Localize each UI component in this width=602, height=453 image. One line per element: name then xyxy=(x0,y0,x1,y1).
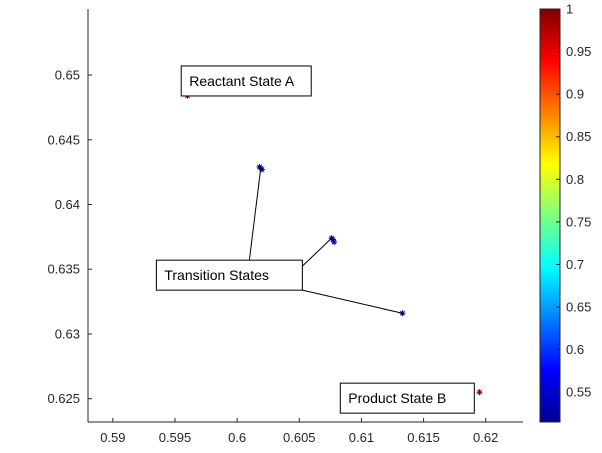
annotation-box xyxy=(180,65,312,97)
y-tick-label: 0.635 xyxy=(47,262,80,277)
x-tick-label: 0.605 xyxy=(283,430,316,445)
annotations: Reactant State A Transition States Product… xyxy=(155,65,475,414)
annotation-label: Reactant State A xyxy=(189,73,295,89)
colorbar-tick-label: 1 xyxy=(566,2,573,17)
plot-axes: 0.59 0.595 0.6 0.605 0.61 0.615 0.62 0.625 0.63 0… xyxy=(47,9,523,445)
colorbar-gradient xyxy=(539,8,561,423)
colorbar-tick-label: 0.8 xyxy=(566,172,584,187)
y-tick-label: 0.625 xyxy=(47,391,80,406)
colorbar-tick-label: 0.7 xyxy=(566,257,584,272)
annotation-arrow xyxy=(302,237,332,267)
colorbar-tick-label: 0.75 xyxy=(566,214,591,229)
colorbar-tick-label: 0.9 xyxy=(566,87,584,102)
colorbar-tick-label: 0.6 xyxy=(566,342,584,357)
x-tick-label: 0.62 xyxy=(473,430,498,445)
annotation-label: Product State B xyxy=(348,390,446,406)
x-tick-label: 0.615 xyxy=(407,430,440,445)
colorbar-tick-label: 0.65 xyxy=(566,300,591,315)
y-tick-label: 0.645 xyxy=(47,132,80,147)
annotation-label: Transition States xyxy=(164,267,269,283)
colorbar-tick-label: 0.85 xyxy=(566,129,591,144)
annotation-box xyxy=(339,382,475,414)
y-tick-label: 0.64 xyxy=(55,197,80,212)
x-tick-label: 0.6 xyxy=(228,430,246,445)
data-point xyxy=(331,239,338,246)
annotation-arrow xyxy=(302,289,403,314)
x-tick-label: 0.59 xyxy=(100,430,125,445)
x-tick-label: 0.595 xyxy=(159,430,192,445)
x-tick-label: 0.61 xyxy=(349,430,374,445)
colorbar-tick-label: 0.95 xyxy=(566,44,591,59)
colorbar: 0.55 0.6 0.65 0.7 0.75 0.8 0.85 0.9 0.95 1 xyxy=(539,2,591,423)
y-tick-label: 0.63 xyxy=(55,326,80,341)
annotation-box xyxy=(155,259,303,291)
y-tick-label: 0.65 xyxy=(55,68,80,83)
data-point xyxy=(476,389,483,396)
annotation-arrow xyxy=(248,168,262,261)
colorbar-tick-label: 0.55 xyxy=(566,385,591,400)
